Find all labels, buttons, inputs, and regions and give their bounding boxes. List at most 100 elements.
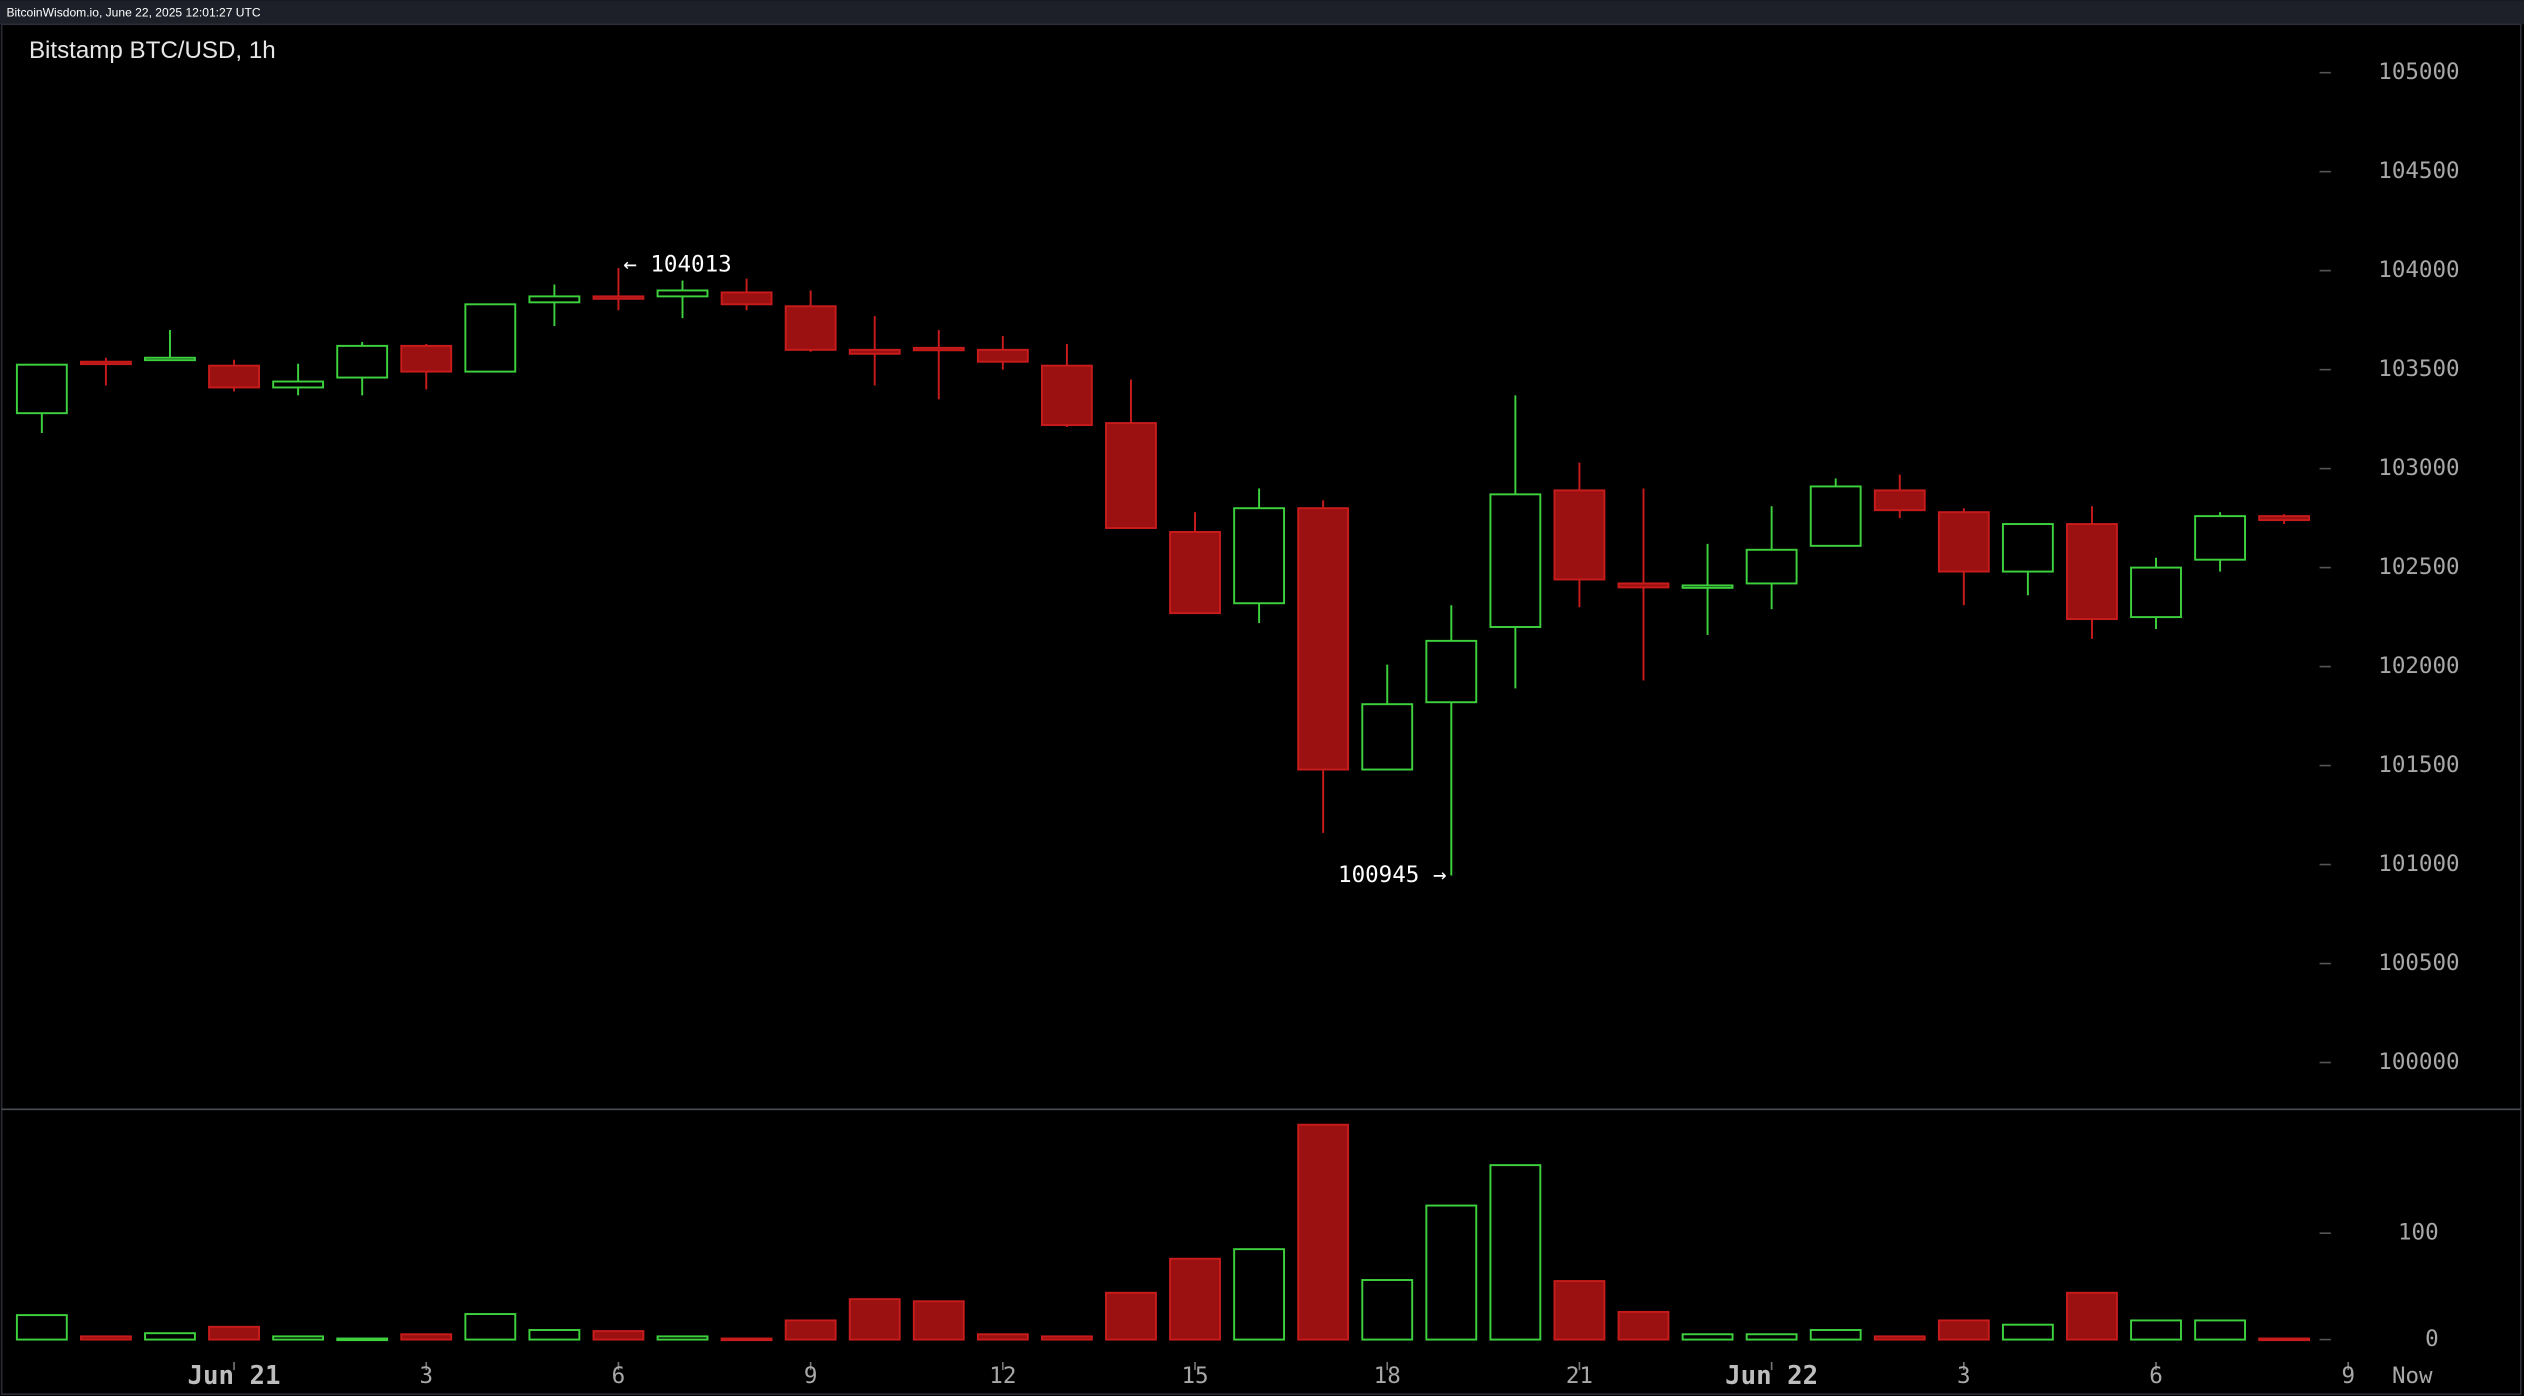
x-tick-label: 21 xyxy=(1566,1363,1593,1389)
annotation-high: ← 104013 xyxy=(623,251,731,277)
volume-bar xyxy=(656,1335,709,1341)
volume-bar xyxy=(1681,1333,1734,1341)
volume-bar xyxy=(1169,1257,1221,1341)
y-tick-label: 100000 xyxy=(2378,1049,2459,1075)
volume-bar xyxy=(1105,1291,1157,1341)
volume-bar xyxy=(1553,1280,1606,1341)
candle-body xyxy=(1425,639,1478,704)
candle-body xyxy=(1873,489,1926,512)
y-tick-label: 103000 xyxy=(2378,455,2459,481)
x-tick-label: 12 xyxy=(989,1363,1016,1389)
volume-bar xyxy=(1040,1335,1093,1341)
candle-body xyxy=(1233,507,1286,605)
annotation-low: 100945 → xyxy=(1338,862,1446,888)
y-tick-label: 100500 xyxy=(2378,950,2459,976)
volume-bar xyxy=(592,1330,645,1341)
candle-body xyxy=(80,360,132,366)
candle-body xyxy=(2130,566,2182,619)
volume-bar xyxy=(1617,1310,1670,1341)
candle-body xyxy=(656,289,709,298)
candle-body xyxy=(1745,548,1798,585)
x-tick-label: 9 xyxy=(2341,1363,2355,1389)
volume-bar xyxy=(2066,1291,2118,1341)
volume-tick-label: 100 xyxy=(2398,1220,2439,1246)
candle-body xyxy=(1809,485,1862,547)
y-tick-label: 105000 xyxy=(2378,59,2459,85)
y-tick-label: 101500 xyxy=(2378,752,2459,778)
source-text: BitcoinWisdom.io, June 22, 2025 12:01:27… xyxy=(6,5,260,19)
candle-body xyxy=(144,356,196,362)
volume-bar xyxy=(784,1319,837,1341)
x-tick-label: 3 xyxy=(419,1363,433,1389)
y-tick-label: 101000 xyxy=(2378,851,2459,877)
y-tick-label: 102000 xyxy=(2378,653,2459,679)
volume-bar xyxy=(464,1313,517,1341)
candle-body xyxy=(528,295,581,304)
volume-bar xyxy=(15,1314,68,1341)
candle-body xyxy=(1489,493,1542,628)
candle-body xyxy=(784,305,837,351)
top-bar xyxy=(0,0,2524,25)
volume-bar xyxy=(336,1337,389,1342)
candle-body xyxy=(848,348,901,355)
candle-body xyxy=(1553,489,1606,581)
volume-bar xyxy=(272,1335,325,1341)
candle-body xyxy=(912,346,965,352)
candle-body xyxy=(208,364,260,389)
candle-body xyxy=(1169,531,1221,615)
candle-body xyxy=(2066,523,2118,621)
volume-bar xyxy=(848,1298,901,1341)
volume-bar xyxy=(80,1335,132,1341)
chart-title: Bitstamp BTC/USD, 1h xyxy=(29,37,276,64)
volume-bar xyxy=(1233,1248,1286,1341)
candle-body xyxy=(1361,703,1414,771)
volume-bar xyxy=(528,1329,581,1341)
chart-frame xyxy=(0,23,2522,1395)
candle-body xyxy=(272,380,325,389)
volume-bar xyxy=(1745,1333,1798,1341)
x-tick-label: 6 xyxy=(612,1363,626,1389)
volume-bar xyxy=(400,1333,453,1341)
y-tick-label: 104500 xyxy=(2378,158,2459,184)
candle-body xyxy=(464,303,517,373)
candle-body xyxy=(336,344,389,379)
candle-body xyxy=(976,348,1029,363)
y-tick-label: 102500 xyxy=(2378,554,2459,580)
volume-bar xyxy=(1489,1164,1542,1341)
x-tick-label: 3 xyxy=(1957,1363,1971,1389)
candle-body xyxy=(1297,507,1350,771)
candle-body xyxy=(400,344,453,373)
x-tick-label: Jun 21 xyxy=(188,1361,281,1391)
candle-body xyxy=(1040,364,1093,427)
x-tick-label: 15 xyxy=(1181,1363,1208,1389)
volume-bar xyxy=(2001,1323,2054,1341)
candle-body xyxy=(1617,582,1670,589)
candle-body xyxy=(2194,515,2247,561)
volume-tick-label: 0 xyxy=(2425,1326,2439,1352)
candle-body xyxy=(592,295,645,300)
volume-bar xyxy=(1297,1123,1350,1341)
x-tick-label: Jun 22 xyxy=(1725,1361,1818,1391)
x-tick-label: Now xyxy=(2392,1363,2433,1389)
volume-bar xyxy=(2130,1319,2182,1341)
volume-bar xyxy=(912,1300,965,1341)
volume-bar xyxy=(1425,1204,1478,1341)
candle-body xyxy=(2001,523,2054,573)
x-tick-label: 18 xyxy=(1374,1363,1401,1389)
volume-bar xyxy=(1873,1335,1926,1341)
y-tick-label: 104000 xyxy=(2378,257,2459,283)
candle-body xyxy=(1681,584,1734,589)
candle-body xyxy=(15,363,68,415)
volume-bar xyxy=(720,1337,773,1342)
x-tick-label: 6 xyxy=(2149,1363,2163,1389)
y-tick-label: 103500 xyxy=(2378,356,2459,382)
volume-bar xyxy=(976,1333,1029,1341)
volume-bar xyxy=(1361,1279,1414,1341)
volume-bar xyxy=(208,1325,260,1341)
volume-bar xyxy=(1937,1319,1990,1341)
candle-body xyxy=(1937,511,1990,573)
volume-bar xyxy=(2194,1319,2247,1341)
candle-body xyxy=(1105,422,1157,529)
